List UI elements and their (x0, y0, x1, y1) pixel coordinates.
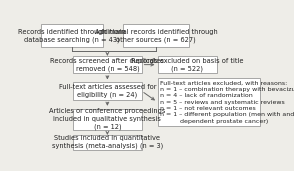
Text: Records excluded on basis of title
(n = 522): Records excluded on basis of title (n = … (131, 57, 243, 72)
FancyBboxPatch shape (73, 82, 142, 100)
Text: Additional records identified through
other sources (n = 627): Additional records identified through ot… (95, 29, 218, 43)
FancyBboxPatch shape (73, 109, 142, 130)
FancyBboxPatch shape (158, 56, 217, 73)
FancyBboxPatch shape (158, 78, 260, 126)
FancyBboxPatch shape (123, 24, 189, 47)
FancyBboxPatch shape (41, 24, 103, 47)
Text: Records identified through main
database searching (n = 43): Records identified through main database… (18, 29, 126, 43)
Text: Full-text articles assessed for
eligibility (n = 24): Full-text articles assessed for eligibil… (59, 84, 156, 98)
Text: Records screened after duplicates
removed (n = 548): Records screened after duplicates remove… (51, 57, 164, 72)
Text: Full-text articles excluded, with reasons:
n = 1 – combination therapy with beva: Full-text articles excluded, with reason… (160, 80, 294, 124)
Text: Articles or conference proceedings
included in qualitative synthesis
(n = 12): Articles or conference proceedings inclu… (49, 108, 166, 130)
Text: Studies included in quantitative
synthesis (meta-analysis) (n = 3): Studies included in quantitative synthes… (52, 135, 163, 149)
FancyBboxPatch shape (73, 135, 142, 150)
FancyBboxPatch shape (73, 56, 142, 73)
